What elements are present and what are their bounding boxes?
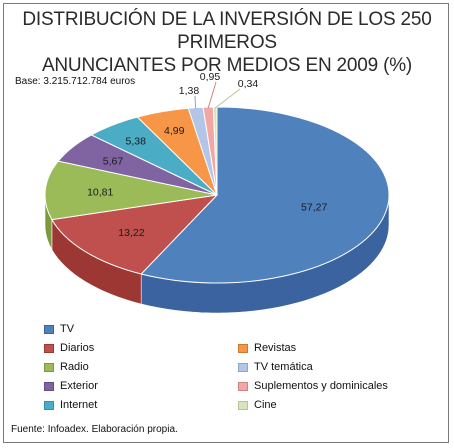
- data-label: 1,38: [179, 85, 200, 97]
- legend-swatch: [44, 401, 54, 410]
- chart-title-line-1: DISTRIBUCIÓN DE LA INVERSIÓN DE LOS 250 …: [22, 9, 432, 53]
- data-label: 57,27: [301, 202, 327, 214]
- pie-slice-diarios: [51, 194, 219, 275]
- data-label: 5,67: [103, 156, 124, 168]
- data-labels: 57,27 13,22 10,81 5,675,38 4,99 1,380,95 0,34: [87, 71, 327, 239]
- data-label: 0,34: [238, 78, 259, 90]
- leader-line: [214, 88, 241, 109]
- legend-swatch: [44, 325, 54, 334]
- legend-swatch: [238, 344, 248, 353]
- legend-label: Suplementos y dominicales: [254, 380, 388, 392]
- pie-chart: 57,27 13,22 10,81 5,675,38 4,99 1,380,95 0,34: [44, 71, 390, 314]
- legend-swatch: [238, 363, 248, 372]
- base-note: Base: 3.215.712.784 euros: [15, 76, 136, 87]
- legend-label: Diarios: [60, 342, 95, 354]
- source-note: Fuente: Infoadex. Elaboración propia.: [11, 424, 178, 435]
- data-label: 5,38: [126, 135, 147, 147]
- legend-label: TV temática: [254, 361, 313, 373]
- legend-swatch: [44, 344, 54, 353]
- data-label: 4,99: [164, 125, 185, 137]
- legend-label: Cine: [254, 399, 277, 411]
- pie-slice-tv: [140, 106, 390, 284]
- leader-line: [194, 95, 197, 109]
- legend-label: Revistas: [254, 342, 297, 354]
- legend-label: Internet: [60, 399, 98, 411]
- legend-swatch: [44, 363, 54, 372]
- chart-title: DISTRIBUCIÓN DE LA INVERSIÓN DE LOS 250 …: [4, 8, 450, 77]
- legend-swatch: [238, 382, 248, 391]
- chart-title-line-2: ANUNCIANTES POR MEDIOS EN 2009 (%): [41, 55, 413, 76]
- data-label: 0,95: [200, 71, 221, 83]
- chart-frame: DISTRIBUCIÓN DE LA INVERSIÓN DE LOS 250 …: [3, 3, 449, 443]
- data-label: 13,22: [118, 227, 144, 239]
- legend-label: Exterior: [60, 380, 98, 392]
- legend-label: TV: [60, 323, 75, 335]
- legend-label: Radio: [60, 361, 89, 373]
- pie-slices: [44, 106, 390, 284]
- legend-swatch: [44, 382, 54, 391]
- pie-slice-radio: [44, 160, 218, 221]
- legend-swatch: [238, 401, 248, 410]
- leader-line: [207, 81, 217, 109]
- data-label: 10,81: [87, 187, 113, 199]
